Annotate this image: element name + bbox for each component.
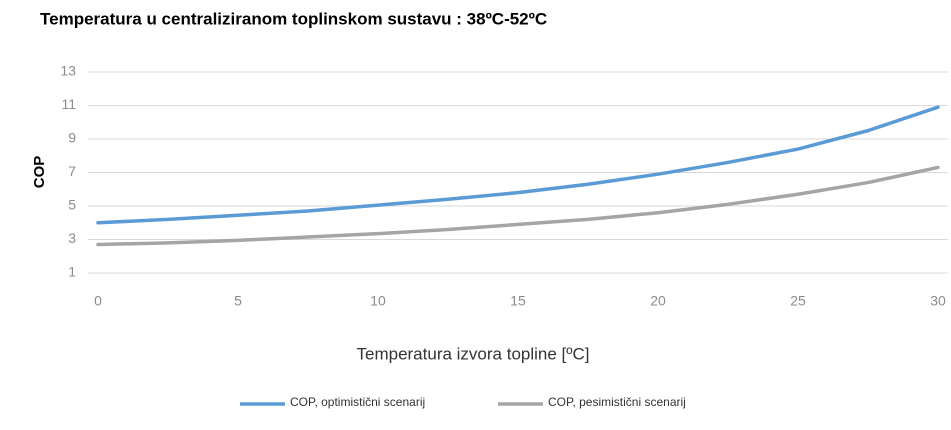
y-tick-label: 13 [60, 63, 76, 79]
x-tick-label: 30 [930, 293, 946, 309]
y-tick-label: 3 [68, 230, 76, 246]
x-tick-label: 25 [790, 293, 806, 309]
x-tick-label: 20 [650, 293, 666, 309]
chart-title: Temperatura u centraliziranom toplinskom… [40, 9, 547, 28]
x-tick-label: 10 [370, 293, 386, 309]
y-tick-label: 5 [68, 197, 76, 213]
x-tick-label: 0 [94, 293, 102, 309]
series-line [96, 165, 940, 247]
x-axis-label: Temperatura izvora topline [ºC] [357, 344, 590, 363]
y-tick-label: 9 [68, 130, 76, 146]
legend-label: COP, optimistični scenarij [290, 395, 425, 409]
y-tick-label: 11 [61, 96, 76, 112]
series-line [96, 105, 940, 225]
y-axis-label: COP [31, 156, 48, 189]
legend-label: COP, pesimistični scenarij [548, 395, 686, 409]
y-tick-label: 1 [68, 264, 76, 280]
x-tick-label: 5 [234, 293, 242, 309]
x-tick-label: 15 [510, 293, 526, 309]
y-tick-label: 7 [68, 163, 76, 179]
